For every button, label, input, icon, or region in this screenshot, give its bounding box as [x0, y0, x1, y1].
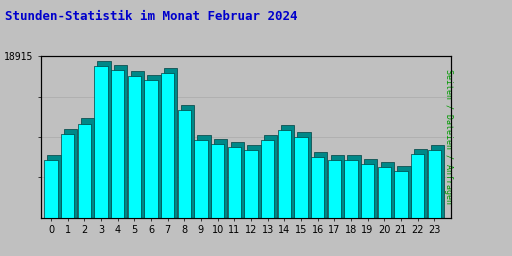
Bar [161, 73, 174, 256]
Bar [397, 166, 411, 256]
Bar [414, 149, 427, 256]
Bar [228, 147, 241, 256]
Bar [97, 61, 111, 256]
Bar [164, 68, 177, 256]
Text: Stunden-Statistik im Monat Februar 2024: Stunden-Statistik im Monat Februar 2024 [5, 10, 297, 23]
Bar [264, 135, 278, 256]
Bar [331, 155, 344, 256]
Bar [314, 152, 327, 256]
Bar [328, 161, 341, 256]
Bar [144, 80, 158, 256]
Bar [294, 137, 308, 256]
Bar [94, 66, 108, 256]
Bar [214, 139, 227, 256]
Bar [131, 71, 144, 256]
Bar [344, 161, 357, 256]
Bar [394, 170, 408, 256]
Bar [347, 155, 360, 256]
Bar [194, 140, 207, 256]
Bar [80, 119, 94, 256]
Bar [361, 164, 374, 256]
Bar [197, 135, 210, 256]
Bar [411, 154, 424, 256]
Bar [230, 142, 244, 256]
Bar [45, 161, 58, 256]
Bar [244, 150, 258, 256]
Bar [377, 167, 391, 256]
Bar [247, 145, 261, 256]
Bar [261, 140, 274, 256]
Bar [281, 125, 294, 256]
Bar [147, 75, 161, 256]
Bar [47, 155, 60, 256]
Bar [278, 130, 291, 256]
Y-axis label: Seiten / Dateien / Anfragen: Seiten / Dateien / Anfragen [444, 69, 453, 205]
Bar [181, 105, 194, 256]
Bar [78, 123, 91, 256]
Bar [178, 110, 191, 256]
Bar [428, 150, 441, 256]
Bar [114, 65, 127, 256]
Bar [211, 144, 224, 256]
Bar [127, 77, 141, 256]
Bar [364, 159, 377, 256]
Bar [61, 134, 74, 256]
Bar [380, 162, 394, 256]
Bar [64, 129, 77, 256]
Bar [111, 70, 124, 256]
Bar [297, 132, 311, 256]
Bar [431, 145, 444, 256]
Bar [311, 157, 324, 256]
